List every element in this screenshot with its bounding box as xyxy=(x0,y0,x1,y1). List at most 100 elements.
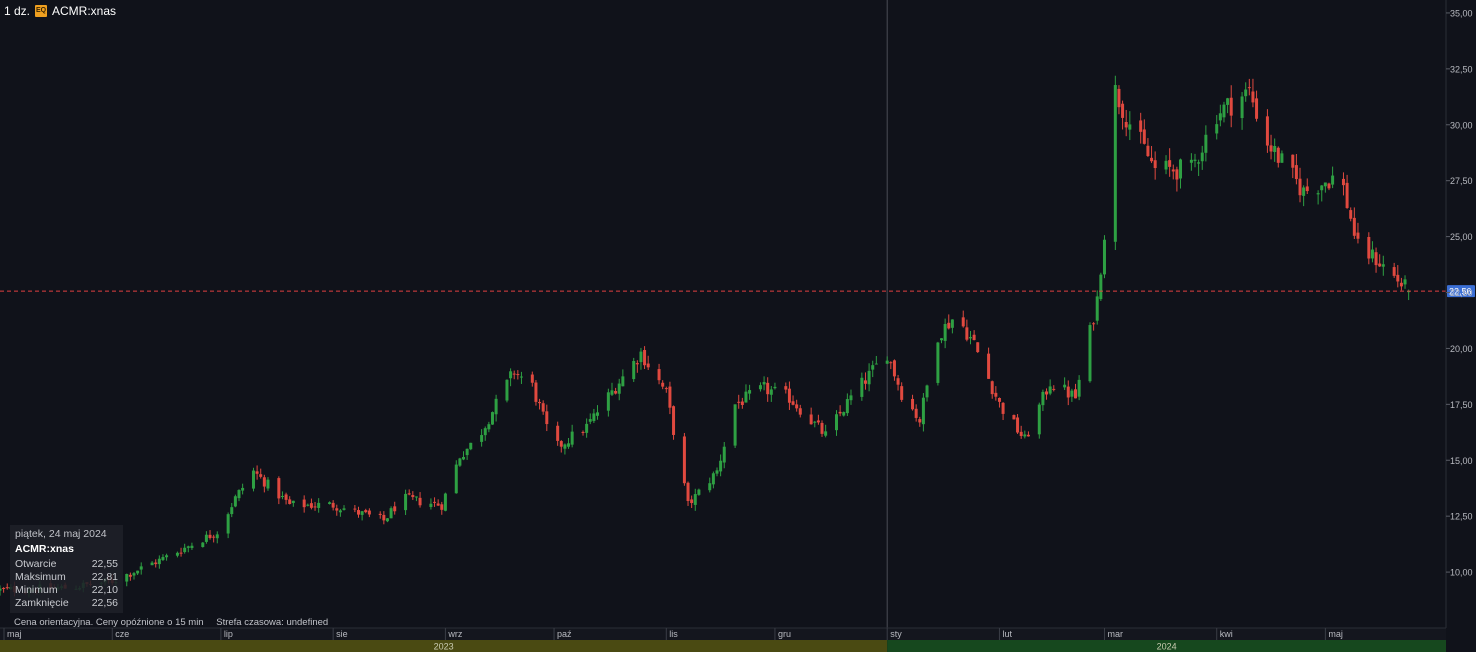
candle-body xyxy=(483,428,487,436)
candle-body xyxy=(1168,160,1172,167)
candle-body xyxy=(1041,391,1045,406)
candle-body xyxy=(733,404,737,446)
candle-body xyxy=(1077,379,1081,397)
candle-body xyxy=(835,414,838,431)
candle-body xyxy=(241,487,245,491)
candle-body xyxy=(570,431,574,445)
candle-body xyxy=(1291,154,1295,168)
candle-body xyxy=(512,373,516,375)
year-label: 2024 xyxy=(1157,642,1177,652)
candle-body xyxy=(545,411,549,425)
candle-body xyxy=(943,324,947,341)
candle-body xyxy=(204,534,208,542)
candle-body xyxy=(921,397,925,425)
candle-body xyxy=(328,502,332,504)
candle-body xyxy=(961,317,965,327)
x-tick-label: gru xyxy=(778,629,791,639)
candle-body xyxy=(1146,145,1150,156)
candle-body xyxy=(317,502,321,508)
candle-body xyxy=(1179,159,1183,179)
candle-body xyxy=(1374,252,1378,266)
candle-body xyxy=(976,342,980,353)
candle-body xyxy=(313,506,317,508)
chart-header: 1 dz. EQ ACMR:xnas xyxy=(4,4,116,18)
candle-body xyxy=(1378,263,1382,267)
candle-body xyxy=(682,436,686,484)
candle-body xyxy=(1074,389,1077,399)
candle-body xyxy=(251,470,255,489)
candle-body xyxy=(128,574,132,577)
candle-body xyxy=(342,508,346,510)
candle-body xyxy=(360,511,364,515)
x-tick-label: cze xyxy=(115,629,129,639)
candle-body xyxy=(1218,113,1222,121)
x-tick-label: lip xyxy=(224,629,233,639)
candle-body xyxy=(1244,89,1248,97)
candle-body xyxy=(614,390,618,394)
candle-body xyxy=(1229,97,1233,116)
candle-body xyxy=(136,570,140,574)
candle-body xyxy=(585,423,589,433)
x-tick-label: sty xyxy=(890,629,902,639)
x-tick-label: sie xyxy=(336,629,348,639)
candle-body xyxy=(914,408,918,418)
candle-body xyxy=(1142,129,1146,144)
candle-body xyxy=(335,508,339,511)
candle-body xyxy=(1102,239,1106,275)
candle-body xyxy=(357,510,360,515)
candle-layer xyxy=(0,75,1411,598)
candle-body xyxy=(1139,120,1143,132)
candle-body xyxy=(809,414,813,425)
candle-body xyxy=(592,413,596,422)
candle-body xyxy=(208,534,212,538)
candle-body xyxy=(1197,162,1201,164)
info-value: 22,81 xyxy=(91,571,118,583)
candle-body xyxy=(1316,193,1320,195)
candle-body xyxy=(787,388,791,403)
candle-body xyxy=(1175,169,1179,180)
candle-body xyxy=(404,493,408,511)
info-value: 22,55 xyxy=(91,558,118,570)
candle-body xyxy=(302,499,306,508)
year-band xyxy=(887,640,1446,652)
candle-body xyxy=(1367,236,1371,259)
candle-body xyxy=(1117,88,1121,108)
candle-body xyxy=(233,496,237,507)
candle-body xyxy=(280,496,284,498)
candle-body xyxy=(639,351,643,363)
candle-body xyxy=(664,388,668,390)
candle-body xyxy=(1066,386,1070,398)
candle-body xyxy=(965,327,969,340)
candle-body xyxy=(436,503,440,506)
interval-label[interactable]: 1 dz. xyxy=(4,4,31,18)
symbol-label[interactable]: ACMR:xnas xyxy=(52,4,117,18)
candle-body xyxy=(494,398,498,415)
candle-body xyxy=(1016,417,1020,433)
candle-body xyxy=(262,477,266,487)
footer-note: Cena orientacyjna. Ceny opóźnione o 15 m… xyxy=(14,617,338,628)
info-date: piątek, 24 maj 2024 xyxy=(15,528,107,540)
candle-body xyxy=(1298,178,1302,196)
candle-body xyxy=(737,401,741,403)
candle-body xyxy=(1128,124,1132,130)
candle-body xyxy=(820,422,824,434)
candle-body xyxy=(798,408,802,415)
candle-body xyxy=(1001,402,1005,414)
candle-body xyxy=(367,510,371,515)
candle-body xyxy=(1063,384,1067,388)
candle-body xyxy=(509,371,513,379)
candle-body xyxy=(1327,183,1331,189)
candle-body xyxy=(462,456,466,460)
year-band xyxy=(0,640,888,652)
candle-body xyxy=(1226,98,1230,105)
candle-body xyxy=(1247,87,1251,89)
candle-body xyxy=(769,389,773,395)
candle-body xyxy=(1302,187,1306,196)
y-tick-label: 25,00 xyxy=(1450,232,1473,242)
candle-body xyxy=(1045,391,1049,395)
x-tick-label: lis xyxy=(669,629,678,639)
candle-body xyxy=(338,510,342,513)
